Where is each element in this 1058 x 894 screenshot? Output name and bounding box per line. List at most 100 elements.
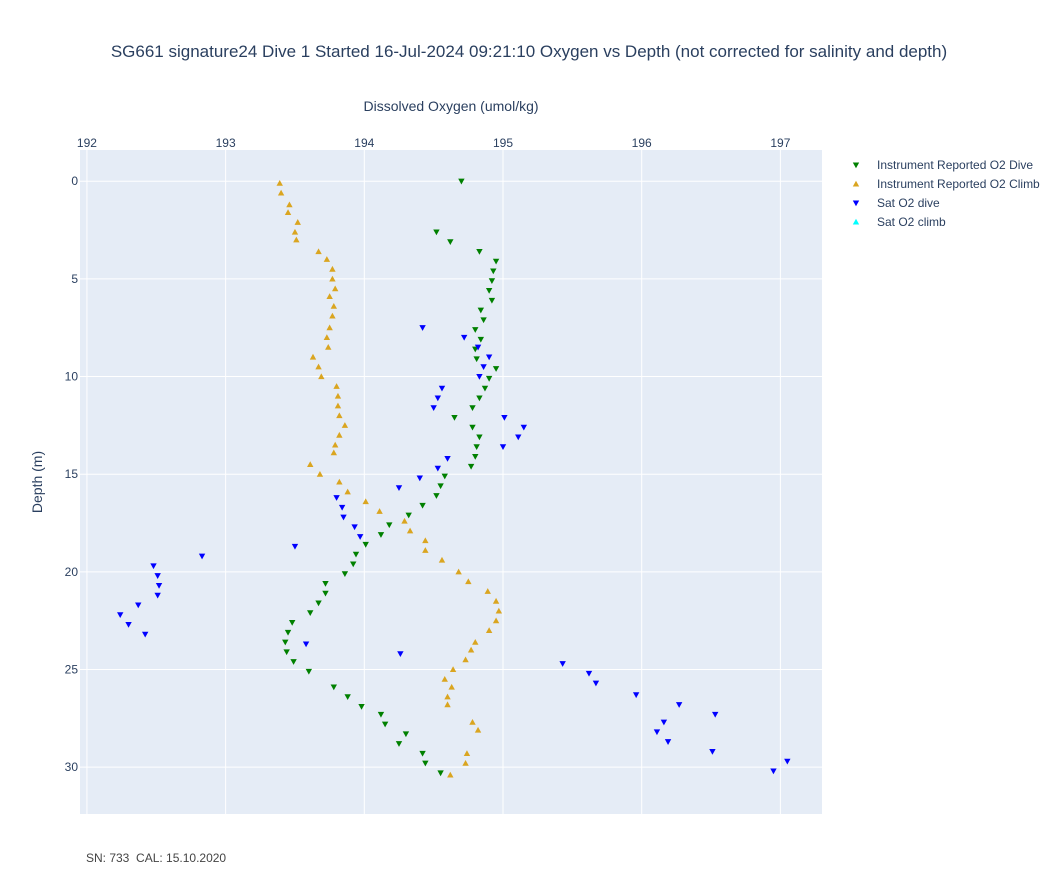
data-point — [276, 180, 283, 186]
data-point — [422, 537, 429, 544]
data-point — [476, 395, 483, 402]
data-point — [492, 617, 500, 624]
data-point — [150, 563, 157, 570]
data-point — [315, 363, 322, 370]
data-point — [352, 551, 360, 558]
data-point — [125, 622, 132, 628]
data-point — [284, 209, 292, 216]
data-point — [117, 612, 124, 618]
legend-label: Instrument Reported O2 Dive — [877, 158, 1033, 172]
data-point — [326, 324, 333, 331]
x-tick-label: 193 — [216, 136, 236, 150]
data-point — [422, 760, 429, 767]
y-tick-label: 25 — [65, 662, 79, 676]
data-point — [329, 265, 336, 272]
data-point — [480, 364, 487, 370]
y-axis-label: Depth (m) — [29, 451, 45, 513]
data-point — [430, 405, 437, 411]
data-point — [329, 275, 336, 282]
data-point — [664, 739, 672, 745]
data-point — [351, 524, 358, 531]
series-0 — [282, 178, 500, 777]
legend-item[interactable]: Sat O2 climb — [852, 215, 946, 229]
y-tick-label: 30 — [65, 760, 79, 774]
data-point — [325, 344, 332, 350]
data-point — [501, 414, 508, 421]
data-point — [490, 268, 497, 275]
data-point — [341, 571, 349, 577]
data-point — [499, 444, 507, 451]
data-point — [334, 392, 342, 399]
legend-marker-icon — [852, 218, 860, 225]
data-point — [474, 726, 482, 733]
data-point — [559, 661, 566, 667]
data-point — [290, 659, 297, 665]
data-point — [294, 219, 301, 225]
data-point — [330, 449, 338, 456]
data-point — [406, 527, 414, 534]
data-point — [488, 297, 496, 304]
data-point — [331, 285, 339, 292]
data-point — [675, 702, 683, 708]
data-point — [336, 478, 343, 485]
data-point — [284, 629, 292, 636]
data-point — [344, 488, 351, 495]
data-point — [438, 385, 446, 392]
data-point — [660, 719, 668, 726]
data-point — [485, 375, 493, 382]
data-point — [395, 485, 403, 492]
data-point — [477, 307, 485, 314]
footer-calibration: SN: 733 CAL: 15.10.2020 — [86, 851, 227, 865]
data-point — [770, 768, 777, 775]
data-point — [712, 711, 719, 718]
data-point — [340, 514, 347, 521]
data-point — [362, 541, 369, 548]
legend-item[interactable]: Sat O2 dive — [852, 196, 940, 210]
data-point — [291, 543, 299, 550]
data-point — [444, 701, 451, 708]
data-point — [402, 731, 410, 738]
data-point — [484, 588, 491, 594]
data-point — [419, 502, 426, 509]
data-point — [474, 344, 482, 351]
data-point — [422, 547, 429, 553]
data-point — [444, 456, 451, 462]
data-point — [467, 646, 475, 653]
data-point — [282, 639, 289, 646]
data-point — [322, 590, 329, 597]
data-point — [495, 607, 503, 614]
data-point — [333, 383, 340, 389]
data-point — [437, 483, 444, 490]
data-point — [469, 424, 476, 431]
data-point — [155, 582, 163, 589]
data-point — [323, 334, 331, 341]
data-point — [315, 248, 322, 255]
legend-item[interactable]: Instrument Reported O2 Dive — [852, 158, 1034, 172]
data-point — [488, 278, 496, 285]
data-point — [141, 631, 149, 638]
data-point — [472, 327, 479, 333]
data-point — [397, 651, 404, 658]
data-point — [307, 461, 314, 467]
data-point — [492, 366, 500, 372]
data-point — [632, 692, 640, 699]
data-point — [592, 680, 600, 687]
y-tick-label: 10 — [65, 370, 79, 384]
data-point — [322, 580, 329, 587]
data-point — [323, 256, 331, 262]
data-point — [154, 592, 161, 599]
data-point — [477, 336, 485, 343]
data-point — [433, 493, 440, 499]
legend-marker-icon — [852, 200, 860, 207]
data-point — [462, 656, 469, 663]
data-point — [476, 373, 483, 380]
data-point — [458, 178, 465, 185]
x-tick-label: 196 — [632, 136, 652, 150]
legend-item[interactable]: Instrument Reported O2 Climb — [852, 177, 1040, 191]
data-point — [277, 189, 285, 196]
data-point — [307, 610, 314, 617]
legend[interactable]: Instrument Reported O2 Dive Instrument Re… — [852, 158, 1040, 229]
data-point — [465, 578, 472, 585]
series-1 — [276, 180, 503, 778]
x-axis-ticks: 192 193 194 195 196 197 — [77, 136, 791, 150]
